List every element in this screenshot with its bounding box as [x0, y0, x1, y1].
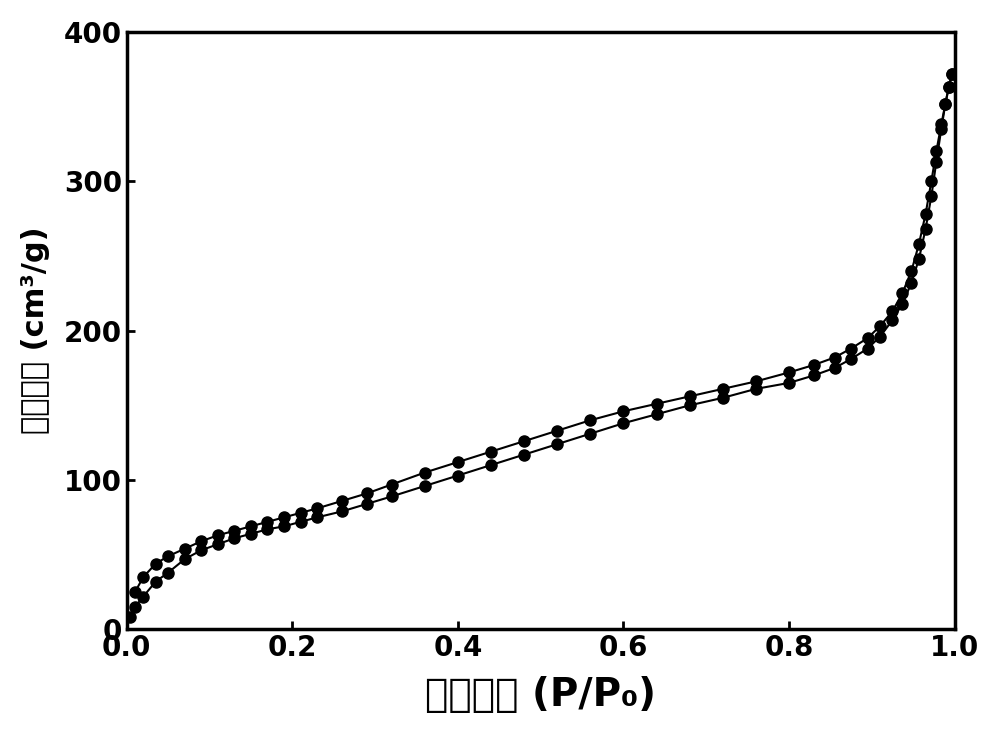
- Y-axis label: 吸附体积 (cm³/g): 吸附体积 (cm³/g): [21, 227, 50, 434]
- X-axis label: 相对压力 (P/P₀): 相对压力 (P/P₀): [425, 676, 656, 714]
